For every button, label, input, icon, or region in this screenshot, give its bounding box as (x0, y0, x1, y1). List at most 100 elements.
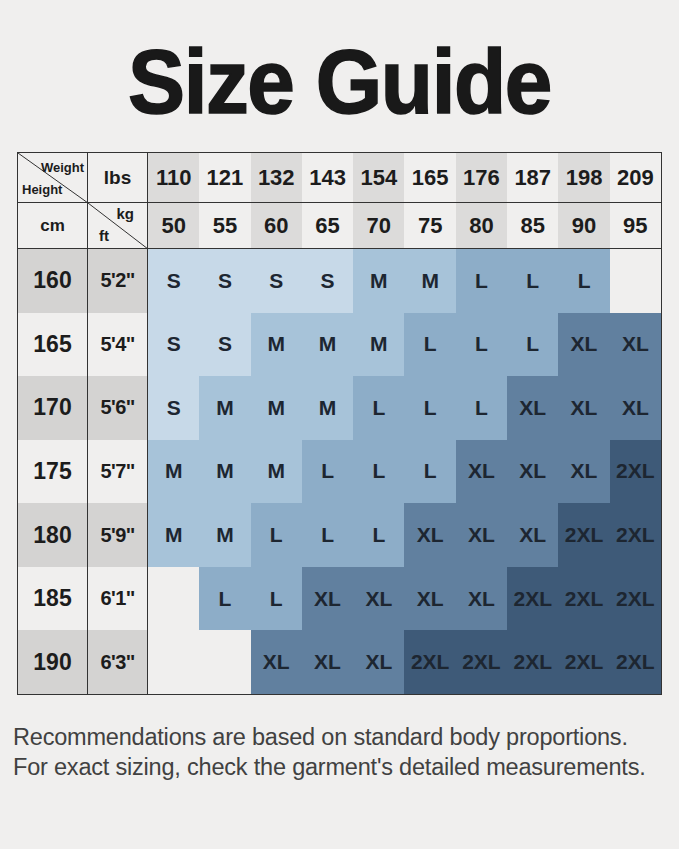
size-cell: L (251, 503, 302, 567)
page-title: Size Guide (17, 31, 662, 134)
size-cell: M (251, 376, 302, 440)
kg-unit-label: kg (116, 205, 134, 222)
weight-kg-header: 90 (558, 203, 609, 249)
weight-axis-label: Weight (41, 160, 84, 175)
weight-lbs-header: 132 (251, 153, 302, 203)
size-cell: M (302, 376, 353, 440)
size-cell: S (251, 249, 302, 313)
weight-lbs-header: 143 (302, 153, 353, 203)
footer-note: Recommendations are based on standard bo… (13, 722, 646, 782)
size-cell: L (404, 313, 455, 377)
size-cell: XL (507, 440, 558, 504)
size-cell: M (404, 249, 455, 313)
height-ft-cell: 5'9'' (88, 503, 148, 567)
size-cell: S (148, 376, 199, 440)
weight-lbs-header: 121 (199, 153, 250, 203)
height-cm-cell: 180 (18, 503, 88, 567)
size-cell: S (199, 313, 250, 377)
size-cell: S (148, 249, 199, 313)
height-ft-cell: 5'6'' (88, 376, 148, 440)
height-ft-cell: 5'4'' (88, 313, 148, 377)
size-cell: L (456, 249, 507, 313)
size-cell: 2XL (507, 630, 558, 694)
size-cell: XL (507, 376, 558, 440)
size-cell: M (148, 503, 199, 567)
size-cell: 2XL (404, 630, 455, 694)
size-cell: XL (507, 503, 558, 567)
weight-kg-header: 65 (302, 203, 353, 249)
weight-lbs-header: 165 (404, 153, 455, 203)
size-guide-page: Size Guide Weight Height lbs11012113214315… (0, 0, 679, 849)
size-cell: L (456, 376, 507, 440)
size-cell: S (199, 249, 250, 313)
height-cm-cell: 175 (18, 440, 88, 504)
height-cm-cell: 165 (18, 313, 88, 377)
size-cell: XL (558, 313, 609, 377)
size-cell: L (507, 313, 558, 377)
weight-kg-header: 60 (251, 203, 302, 249)
size-cell-empty (610, 249, 661, 313)
height-cm-cell: 160 (18, 249, 88, 313)
corner-weight-height-cell: Weight Height (18, 153, 88, 203)
weight-lbs-header: 187 (507, 153, 558, 203)
size-cell: L (404, 440, 455, 504)
height-cm-cell: 190 (18, 630, 88, 694)
size-cell: M (251, 313, 302, 377)
size-cell: XL (404, 567, 455, 631)
weight-kg-header: 50 (148, 203, 199, 249)
size-cell: XL (558, 440, 609, 504)
weight-kg-header: 95 (610, 203, 661, 249)
size-cell: L (199, 567, 250, 631)
height-ft-cell: 6'3'' (88, 630, 148, 694)
size-cell: XL (456, 567, 507, 631)
size-cell: XL (610, 313, 661, 377)
size-cell: 2XL (456, 630, 507, 694)
size-cell: M (302, 313, 353, 377)
weight-lbs-header: 209 (610, 153, 661, 203)
size-cell-empty (148, 630, 199, 694)
size-cell: M (199, 440, 250, 504)
size-cell: XL (302, 567, 353, 631)
size-cell-empty (199, 630, 250, 694)
height-cm-cell: 170 (18, 376, 88, 440)
height-ft-cell: 5'2'' (88, 249, 148, 313)
size-cell: L (404, 376, 455, 440)
height-ft-cell: 6'1'' (88, 567, 148, 631)
size-cell: XL (404, 503, 455, 567)
height-cm-cell: 185 (18, 567, 88, 631)
size-cell: L (302, 440, 353, 504)
size-cell: L (353, 440, 404, 504)
weight-kg-header: 80 (456, 203, 507, 249)
size-cell: XL (610, 376, 661, 440)
size-cell: XL (353, 630, 404, 694)
size-table: WeightHeightlbs1101211321431541651761871… (17, 152, 662, 695)
size-cell: 2XL (558, 567, 609, 631)
size-cell: 2XL (610, 567, 661, 631)
weight-lbs-header: 110 (148, 153, 199, 203)
size-cell: S (302, 249, 353, 313)
size-cell: L (456, 313, 507, 377)
size-cell: M (353, 249, 404, 313)
size-cell: L (251, 567, 302, 631)
cm-unit-cell: cm (18, 203, 88, 249)
size-cell: L (558, 249, 609, 313)
weight-lbs-header: 154 (353, 153, 404, 203)
size-cell-empty (148, 567, 199, 631)
size-cell: XL (302, 630, 353, 694)
size-cell: L (353, 376, 404, 440)
lbs-unit-cell: lbs (88, 153, 148, 203)
weight-kg-header: 85 (507, 203, 558, 249)
size-cell: M (199, 503, 250, 567)
height-axis-label: Height (22, 182, 62, 197)
weight-kg-header: 70 (353, 203, 404, 249)
size-cell: XL (456, 503, 507, 567)
ft-unit-label: ft (99, 227, 109, 244)
weight-kg-header: 75 (404, 203, 455, 249)
size-cell: 2XL (610, 630, 661, 694)
size-cell: L (507, 249, 558, 313)
size-cell: M (199, 376, 250, 440)
height-ft-cell: 5'7'' (88, 440, 148, 504)
cm-unit-label: cm (40, 216, 65, 236)
size-cell: L (302, 503, 353, 567)
size-cell: M (148, 440, 199, 504)
